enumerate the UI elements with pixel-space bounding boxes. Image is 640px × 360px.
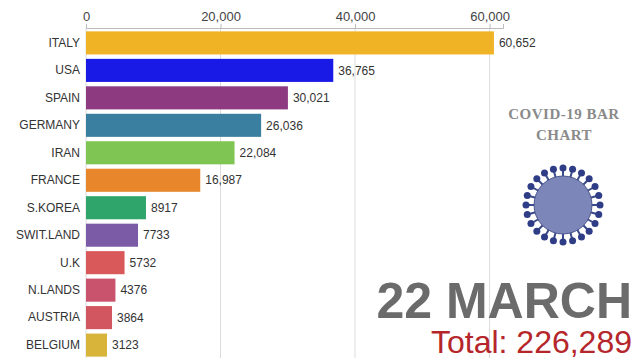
tick: USA <box>55 63 80 77</box>
category-label: IRAN <box>51 146 80 160</box>
tick: GERMANY <box>19 118 80 132</box>
tick: AUSTRIA <box>28 310 80 324</box>
axis-line <box>87 24 504 29</box>
tick: 40,000 <box>336 9 376 28</box>
data-label: 16,987 <box>205 173 242 187</box>
virus-tip <box>560 239 567 246</box>
virus-body <box>534 176 592 234</box>
category-label: U.K <box>60 256 80 270</box>
data-label: 36,765 <box>338 64 375 78</box>
virus-tip <box>550 237 557 244</box>
total-label: Total: 226,289 <box>431 324 632 360</box>
category-label: ITALY <box>48 36 80 50</box>
data-label: 7733 <box>143 228 170 242</box>
y-axis: ITALY USA SPAIN GERMANY IRAN FRANCE S.KOREA SWI… <box>16 36 80 352</box>
tick-mark <box>355 24 356 28</box>
virus-tip <box>550 166 557 173</box>
tick-mark <box>490 24 491 28</box>
virus-tip <box>592 220 599 227</box>
virus-tip <box>533 175 540 182</box>
virus-tip <box>586 175 593 182</box>
tick: SPAIN <box>45 91 80 105</box>
category-label: N.LANDS <box>28 283 80 297</box>
tick: ITALY <box>48 36 80 50</box>
tick: N.LANDS <box>28 283 80 297</box>
category-label: FRANCE <box>31 173 80 187</box>
virus-tip <box>595 192 602 199</box>
tick: IRAN <box>51 146 80 160</box>
virus-tip <box>527 220 534 227</box>
virus-tip <box>541 234 548 241</box>
bar <box>86 279 115 302</box>
category-label: AUSTRIA <box>28 310 80 324</box>
tick: 20,000 <box>201 9 241 28</box>
tick-mark <box>86 24 87 28</box>
date-label: 22 MARCH <box>376 273 632 329</box>
data-label: 22,084 <box>240 146 277 160</box>
virus-tip <box>592 183 599 190</box>
chart: 020,00040,00060,000ITALYUSASPAINGERMANYI… <box>0 0 640 360</box>
tick-label: 20,000 <box>201 9 241 24</box>
category-label: S.KOREA <box>27 201 80 215</box>
bar <box>86 306 112 329</box>
tick: BELGIUM <box>26 338 80 352</box>
bar <box>86 334 107 357</box>
data-label: 3864 <box>117 311 144 325</box>
x-axis: 0 20,000 40,000 60,000 <box>83 9 510 29</box>
virus-tip <box>578 169 585 176</box>
virus-tip <box>527 183 534 190</box>
tick-label: 60,000 <box>470 9 510 24</box>
virus-tip <box>569 166 576 173</box>
virus-tip <box>569 237 576 244</box>
virus-tip <box>578 234 585 241</box>
virus-tip <box>560 165 567 172</box>
data-label: 5732 <box>130 256 157 270</box>
bar <box>86 31 494 54</box>
data-label: 26,036 <box>266 119 303 133</box>
data-label: 3123 <box>112 338 139 352</box>
category-label: GERMANY <box>19 118 80 132</box>
category-label: SWIT.LAND <box>16 228 80 242</box>
tick: 60,000 <box>470 9 510 28</box>
tick: FRANCE <box>31 173 80 187</box>
tick: SWIT.LAND <box>16 228 80 242</box>
virus-tip <box>524 192 531 199</box>
tick: S.KOREA <box>27 201 80 215</box>
virus-icon <box>523 165 604 246</box>
bar <box>86 251 125 274</box>
tick-mark <box>221 24 222 28</box>
bar <box>86 114 261 137</box>
data-label: 30,021 <box>293 91 330 105</box>
data-label: 4376 <box>120 283 147 297</box>
tick-label: 40,000 <box>336 9 376 24</box>
virus-tip <box>595 211 602 218</box>
title: COVID-19 BAR CHART <box>508 104 620 146</box>
virus-tip <box>533 228 540 235</box>
bar <box>86 141 235 164</box>
bar <box>86 196 146 219</box>
virus-tip <box>597 202 604 209</box>
tick: U.K <box>60 256 80 270</box>
virus-tip <box>541 169 548 176</box>
virus-tip <box>586 228 593 235</box>
tick-label: 0 <box>83 9 90 24</box>
tick: 0 <box>83 9 90 28</box>
virus-tip <box>523 202 530 209</box>
category-label: USA <box>55 63 80 77</box>
data-label: 60,652 <box>499 36 536 50</box>
bar <box>86 169 200 192</box>
category-label: SPAIN <box>45 91 80 105</box>
bar <box>86 86 288 109</box>
data-label: 8917 <box>151 201 178 215</box>
category-label: BELGIUM <box>26 338 80 352</box>
virus-tip <box>524 211 531 218</box>
bar <box>86 224 138 247</box>
bar <box>86 59 333 82</box>
